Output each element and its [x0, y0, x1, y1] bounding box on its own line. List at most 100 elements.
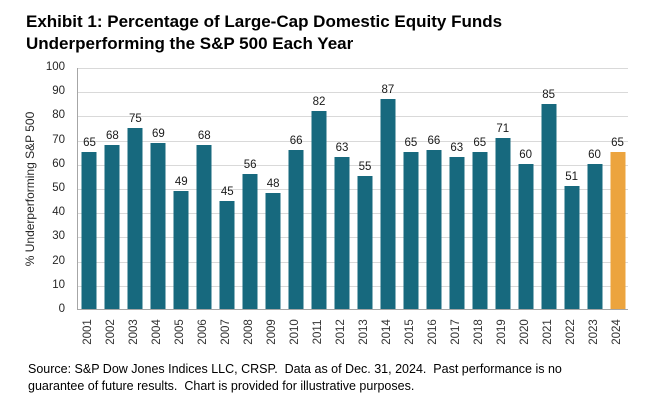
x-tick-label: 2021: [541, 319, 554, 345]
bar-value-label: 45: [220, 185, 234, 198]
bar-slot: 87: [376, 68, 399, 309]
bar-slot: 85: [537, 68, 560, 309]
x-tick-label: 2015: [403, 319, 416, 345]
bar-value-label: 66: [427, 134, 441, 147]
x-tick-label: 2011: [312, 319, 325, 345]
bar-slot: 69: [147, 68, 170, 309]
bar-slot: 66: [422, 68, 445, 309]
bar-2004: [150, 142, 166, 309]
y-tick-label: 40: [52, 206, 65, 219]
bar-2012: [334, 157, 350, 309]
bar-value-label: 82: [312, 96, 326, 109]
bar-slot: 65: [78, 68, 101, 309]
bar-2008: [242, 174, 258, 309]
gridline: [78, 68, 628, 69]
bar-slot: 65: [606, 68, 629, 309]
x-tick-label: 2019: [495, 319, 508, 345]
bar-value-label: 56: [243, 159, 257, 172]
x-tick-label: 2017: [449, 319, 462, 345]
chart-title-line2: Underperforming the S&P 500 Each Year: [26, 34, 354, 53]
bar-value-label: 55: [358, 161, 372, 174]
y-tick-label: 100: [45, 61, 65, 73]
bar-slot: 82: [308, 68, 331, 309]
x-tick-label: 2013: [357, 319, 370, 345]
x-tick-label: 2010: [289, 319, 302, 345]
source-note-line1: Source: S&P Dow Jones Indices LLC, CRSP.…: [28, 362, 562, 376]
y-tick-label: 50: [52, 182, 65, 194]
bar-2014: [380, 99, 396, 309]
x-tick-label: 2016: [426, 319, 439, 345]
bar-value-label: 49: [174, 175, 188, 188]
bar-slot: 65: [468, 68, 491, 309]
bar-2018: [472, 152, 488, 309]
bar-value-label: 65: [83, 137, 96, 150]
bar-slot: 49: [170, 68, 193, 309]
x-tick-label: 2005: [174, 319, 187, 345]
x-tick-label: 2023: [587, 319, 600, 345]
bar-2020: [518, 164, 534, 309]
bar-slot: 60: [514, 68, 537, 309]
bar-value-label: 60: [519, 149, 533, 162]
bar-slot: 68: [101, 68, 124, 309]
x-tick-label: 2012: [335, 319, 348, 345]
y-tick-label: 0: [58, 303, 65, 315]
bar-value-label: 65: [404, 137, 418, 150]
x-tick-label: 2002: [105, 319, 118, 345]
bar-2017: [449, 157, 465, 309]
x-tick-label: 2008: [243, 319, 256, 345]
bar-value-label: 87: [381, 84, 395, 97]
bar-2015: [403, 152, 419, 309]
source-note: Source: S&P Dow Jones Indices LLC, CRSP.…: [28, 361, 643, 395]
bar-2009: [265, 193, 281, 309]
y-tick-label: 20: [52, 254, 65, 267]
bar-2002: [104, 145, 120, 309]
bar-slot: 75: [124, 68, 147, 309]
gridline: [78, 92, 628, 94]
x-tick-label: 2024: [610, 319, 623, 345]
bar-2021: [541, 104, 557, 309]
bar-2007: [219, 200, 235, 309]
bar-value-label: 63: [450, 142, 464, 155]
y-tick-label: 10: [52, 278, 65, 291]
bar-slot: 55: [354, 68, 377, 309]
bar-value-label: 69: [151, 127, 165, 140]
source-note-line2: guarantee of future results. Chart is pr…: [28, 379, 415, 393]
bar-value-label: 71: [496, 122, 510, 135]
gridline: [78, 189, 628, 190]
bar-2001: [81, 152, 97, 309]
bar-slot: 66: [285, 68, 308, 309]
x-tick-label: 2006: [197, 319, 210, 345]
bar-2010: [288, 149, 304, 309]
bar-2006: [196, 145, 212, 309]
bar-slot: 65: [399, 68, 422, 309]
y-tick-label: 90: [52, 85, 65, 98]
bar-2003: [127, 128, 143, 309]
x-tick-label: 2007: [220, 319, 233, 345]
bar-value-label: 48: [266, 178, 280, 191]
bar-2016: [426, 149, 442, 309]
gridline: [78, 140, 628, 142]
gridline: [78, 237, 628, 239]
bar-value-label: 63: [335, 142, 349, 155]
gridline: [78, 285, 628, 287]
bar-slot: 48: [262, 68, 285, 309]
bar-value-label: 85: [542, 89, 556, 102]
gridline: [78, 213, 628, 215]
gridline: [78, 164, 628, 166]
bar-2024: [610, 152, 625, 309]
bar-slot: 56: [239, 68, 262, 309]
bar-2005: [173, 190, 189, 309]
x-tick-label: 2009: [266, 319, 279, 345]
x-tick-label: 2014: [380, 319, 393, 345]
chart-title: Exhibit 1: Percentage of Large-Cap Domes…: [26, 11, 646, 55]
bar-value-label: 66: [289, 134, 303, 147]
x-tick-label: 2018: [472, 319, 485, 345]
bar-value-label: 60: [588, 149, 601, 162]
x-tick-label: 2001: [82, 319, 95, 345]
bar-value-label: 75: [128, 113, 142, 126]
bar-2019: [495, 137, 511, 309]
x-tick-label: 2020: [518, 319, 531, 345]
bar-value-label: 51: [565, 171, 578, 184]
bar-slot: 60: [583, 68, 606, 309]
